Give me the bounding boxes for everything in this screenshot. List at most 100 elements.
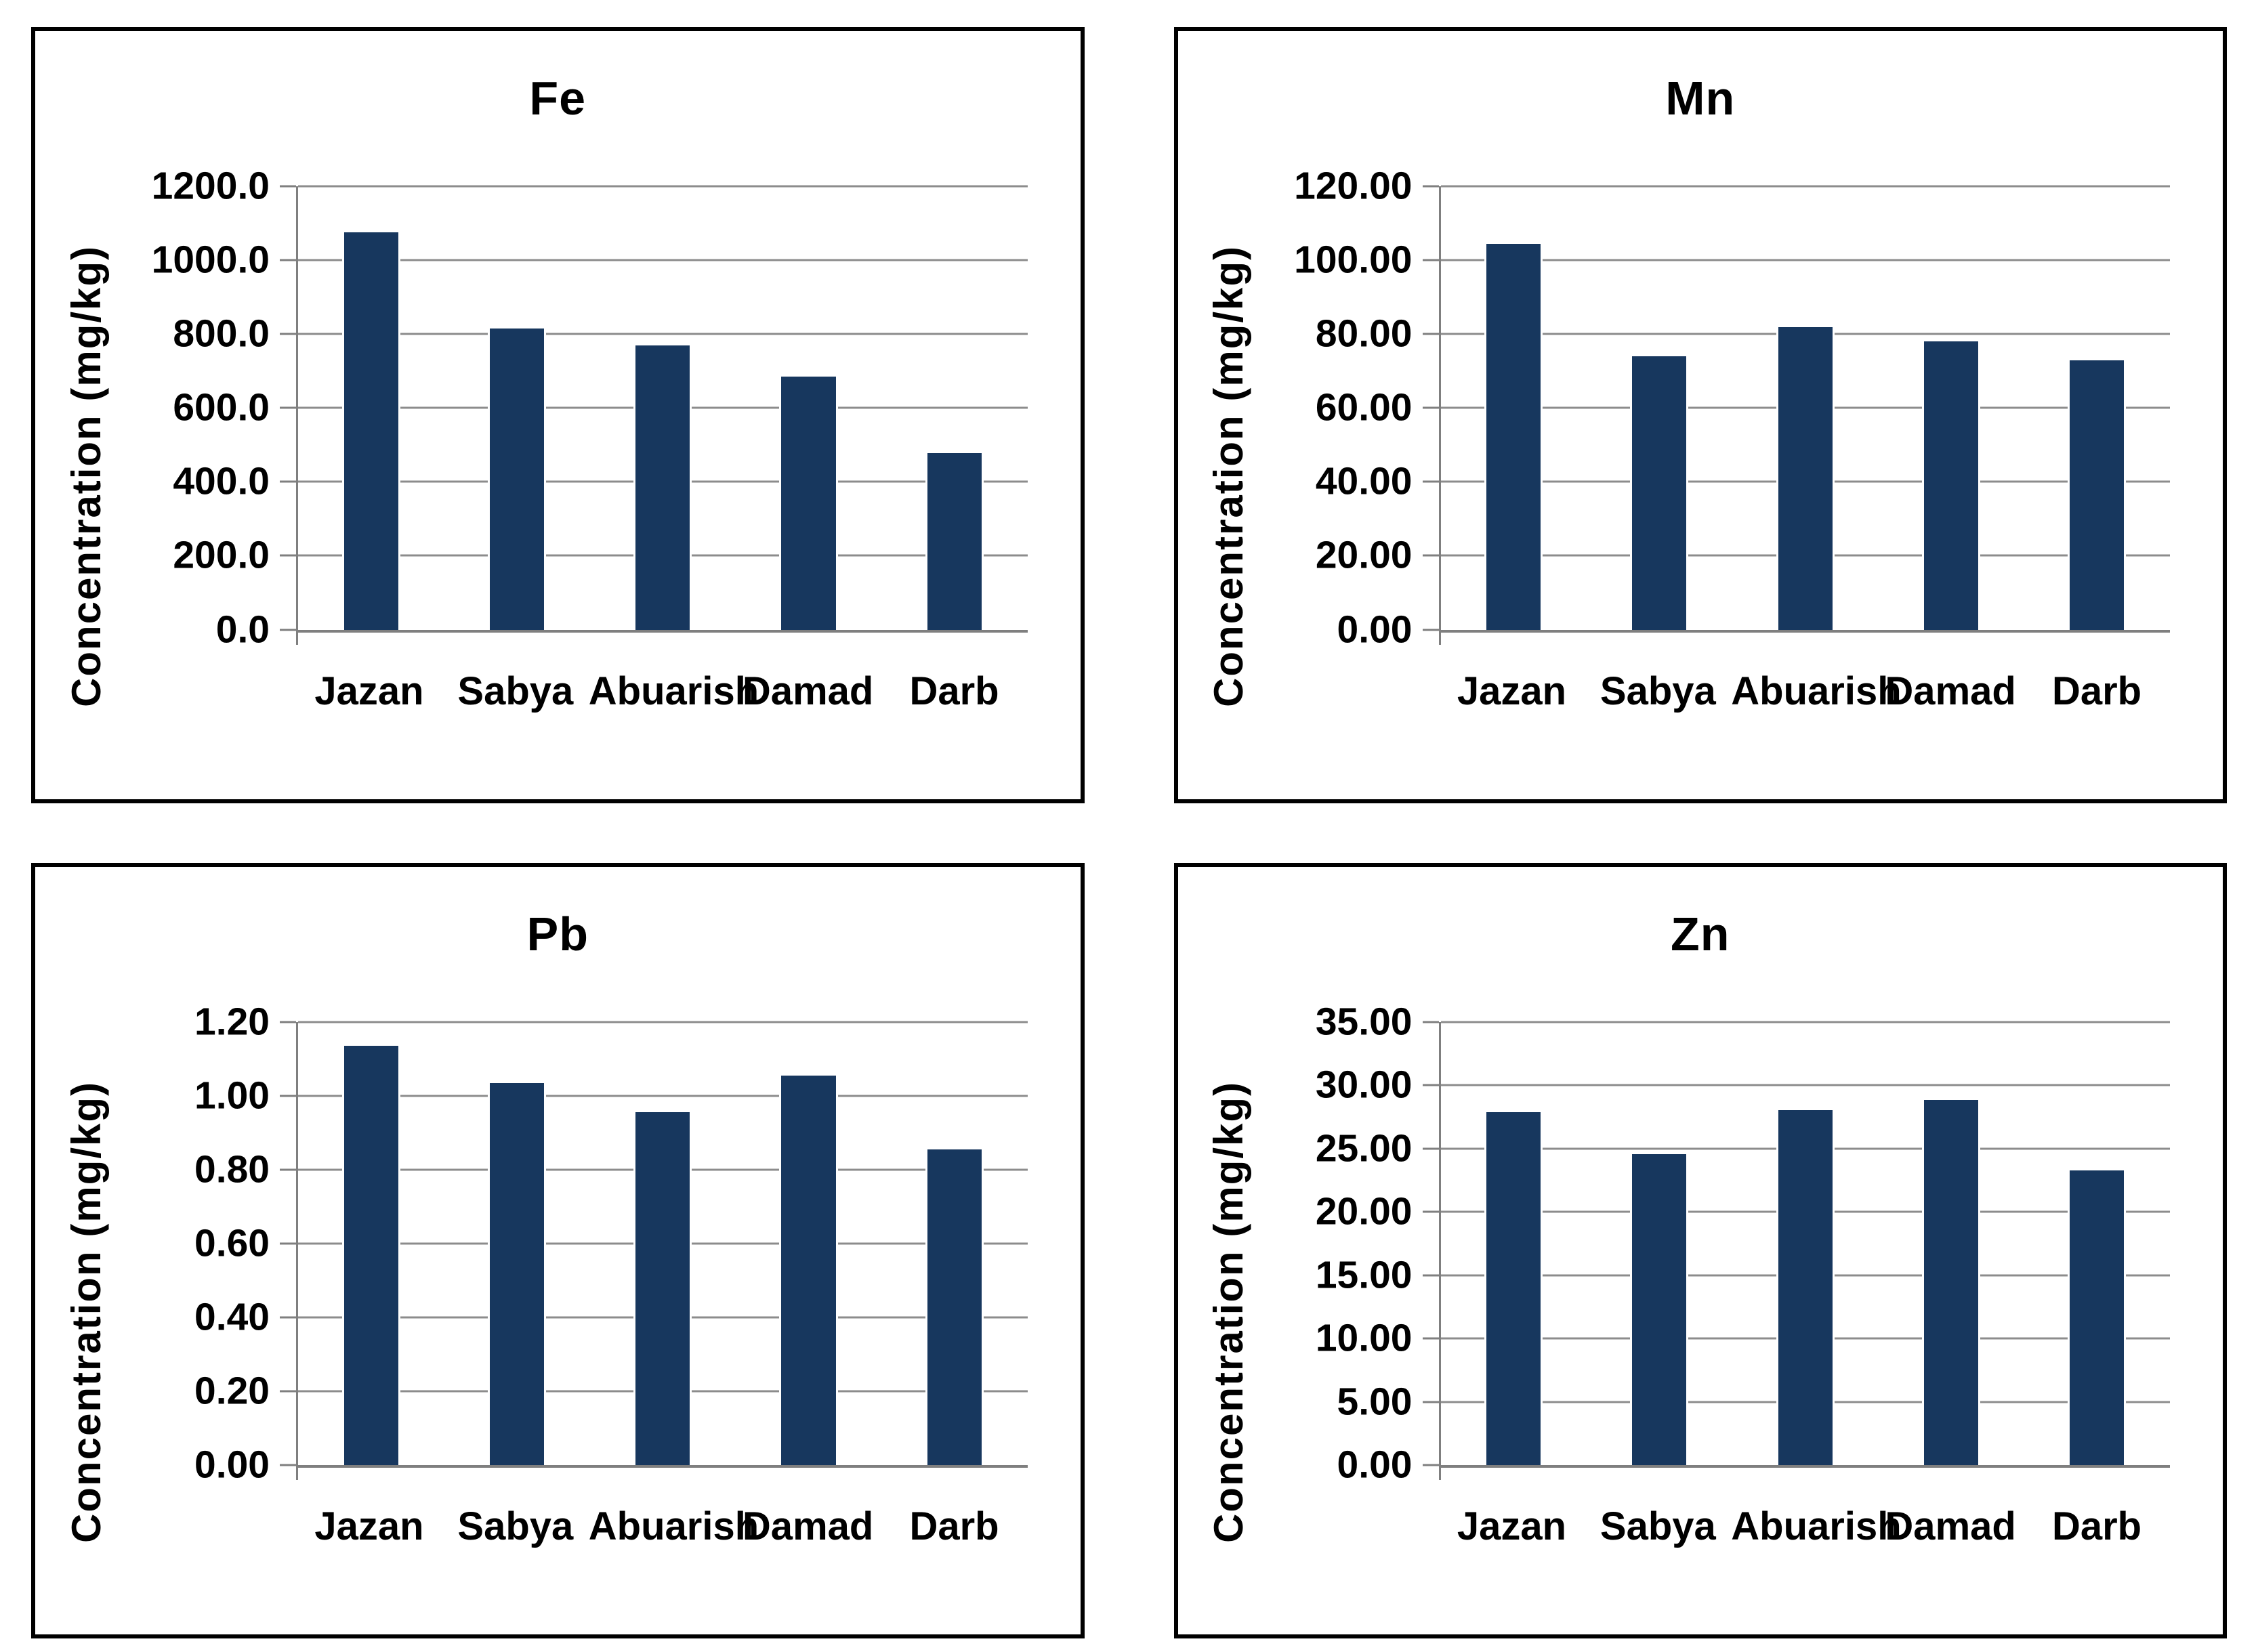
y-axis-label: Concentration (mg/kg)	[1206, 1080, 1251, 1543]
y-tick-mark	[280, 1316, 296, 1319]
y-tick-mark	[1422, 629, 1439, 631]
y-tick-mark	[1422, 554, 1439, 557]
x-category-label: Abuarish	[588, 1504, 759, 1548]
chart-body: Concentration (mg/kg) 120.00 100.00 80.00 6…	[1178, 149, 2223, 787]
bar-damad	[779, 1073, 838, 1465]
y-axis-label-wrap: Concentration (mg/kg)	[1178, 186, 1280, 767]
bar-jazan	[1484, 241, 1543, 630]
y-tick-label: 40.00	[1315, 459, 1413, 503]
y-tick-mark	[280, 259, 296, 261]
y-tick-mark	[1422, 185, 1439, 188]
y-tick-label: 0.40	[194, 1295, 270, 1339]
y-tick-label: 0.20	[194, 1369, 270, 1413]
bar-damad	[779, 375, 838, 630]
x-axis-tick-mark	[296, 1468, 298, 1480]
x-category-label: Abuarish	[1731, 669, 1902, 713]
x-category-label: Jazan	[1457, 1504, 1567, 1548]
gridline	[298, 1021, 1028, 1023]
gridline	[1440, 185, 2170, 188]
chart-title: Mn	[1665, 72, 1736, 125]
y-tick-label: 1000.0	[151, 238, 270, 282]
x-category-label: Jazan	[1457, 669, 1567, 713]
y-tick-mark	[280, 1021, 296, 1023]
y-tick-mark	[1422, 259, 1439, 261]
y-axis-tick-labels	[1280, 1022, 1439, 1603]
y-tick-mark	[1422, 1147, 1439, 1149]
plot-wrap: 35.00 30.00 25.00 20.00 15.00 10.00 5.00 0.00 J…	[1316, 1002, 2171, 1603]
y-tick-mark	[280, 333, 296, 335]
bar-damad	[1921, 339, 1981, 630]
x-category-label: Abuarish	[588, 669, 759, 713]
y-tick-mark	[1422, 1401, 1439, 1403]
x-axis-labels: Jazan Sabya Abuarish Damad Darb	[1439, 652, 2171, 767]
x-category-label: Abuarish	[1731, 1504, 1902, 1548]
y-tick-label: 20.00	[1315, 533, 1413, 577]
plot-area: 1.20 1.00 0.80 0.60 0.40 0.20 0.00	[194, 1002, 1028, 1484]
y-tick-mark	[280, 1390, 296, 1393]
chart-title: Fe	[529, 72, 587, 125]
gridline	[298, 259, 1028, 261]
x-category-label: Sabya	[1600, 669, 1716, 713]
y-tick-mark	[280, 1095, 296, 1097]
y-tick-mark	[280, 1168, 296, 1171]
x-category-label: Darb	[2051, 669, 2142, 713]
y-tick-mark	[280, 480, 296, 483]
bar-abuarish	[1776, 324, 1835, 630]
y-tick-label: 80.00	[1315, 312, 1413, 356]
bar-abuarish	[1776, 1107, 1835, 1465]
chart-body: Concentration (mg/kg) 1.20 1.00 0.80 0.60 0.…	[35, 985, 1081, 1623]
gridline	[1440, 1021, 2170, 1023]
plot-wrap: 1.20 1.00 0.80 0.60 0.40 0.20 0.00 Jazan Sabya A…	[194, 1002, 1028, 1603]
y-tick-mark	[280, 406, 296, 409]
bar-darb	[925, 451, 984, 630]
y-tick-label: 30.00	[1315, 1063, 1413, 1107]
y-tick-label: 100.00	[1294, 238, 1413, 282]
y-tick-label: 10.00	[1315, 1316, 1413, 1360]
y-tick-label: 600.0	[173, 385, 270, 429]
x-category-label: Sabya	[457, 669, 574, 713]
x-axis-tick-mark	[296, 632, 298, 645]
x-category-label: Sabya	[1600, 1504, 1716, 1548]
y-axis-label: Concentration (mg/kg)	[63, 245, 109, 708]
y-tick-mark	[280, 554, 296, 557]
y-tick-label: 0.00	[194, 1443, 270, 1487]
x-category-label: Jazan	[314, 669, 424, 713]
x-category-label: Damad	[1885, 669, 2016, 713]
y-axis-label: Concentration (mg/kg)	[1206, 245, 1251, 708]
y-tick-label: 400.0	[173, 459, 270, 503]
chart-panel-zn: Zn Concentration (mg/kg) 35.00 30.00 25.00…	[1173, 862, 2227, 1638]
x-axis-labels: Jazan Sabya Abuarish Damad Darb	[1439, 1487, 2171, 1602]
y-tick-label: 0.00	[1337, 608, 1413, 651]
plot-area: 1200.0 1000.0 800.0 600.0 400.0 200.0 0.0	[152, 167, 1028, 649]
chart-title: Zn	[1670, 907, 1730, 960]
chart-panel-fe: Fe Concentration (mg/kg) 1200.0 1000.0 800…	[31, 27, 1085, 803]
y-tick-mark	[1422, 1084, 1439, 1086]
y-tick-label: 800.0	[173, 312, 270, 356]
bar-sabya	[1630, 354, 1689, 630]
x-axis-tick-mark	[1438, 632, 1441, 645]
y-tick-mark	[1422, 333, 1439, 335]
bar-damad	[1921, 1097, 1981, 1465]
plot-wrap: 120.00 100.00 80.00 60.00 40.00 20.00 0.00 Jaz…	[1294, 167, 2171, 767]
bar-jazan	[1484, 1110, 1543, 1465]
y-axis-label-wrap: Concentration (mg/kg)	[35, 186, 137, 767]
gridline	[298, 1095, 1028, 1097]
bar-sabya	[1630, 1152, 1689, 1465]
y-tick-label: 15.00	[1315, 1253, 1413, 1296]
bar-darb	[2068, 358, 2127, 630]
gridline	[1440, 259, 2170, 261]
chart-body: Concentration (mg/kg) 35.00 30.00 25.00 20.…	[1178, 985, 2223, 1623]
plot-wrap: 1200.0 1000.0 800.0 600.0 400.0 200.0 0.0 Jaza…	[152, 167, 1028, 767]
y-tick-label: 0.00	[1337, 1443, 1413, 1487]
bar-darb	[925, 1147, 984, 1465]
y-tick-mark	[280, 1242, 296, 1245]
y-tick-label: 0.0	[215, 608, 270, 651]
y-tick-mark	[1422, 1210, 1439, 1213]
bar-abuarish	[633, 343, 692, 630]
y-tick-label: 25.00	[1315, 1126, 1413, 1170]
y-tick-label: 1.20	[194, 1000, 270, 1043]
y-tick-label: 5.00	[1337, 1380, 1413, 1423]
y-tick-mark	[280, 185, 296, 188]
x-category-label: Jazan	[314, 1504, 424, 1548]
